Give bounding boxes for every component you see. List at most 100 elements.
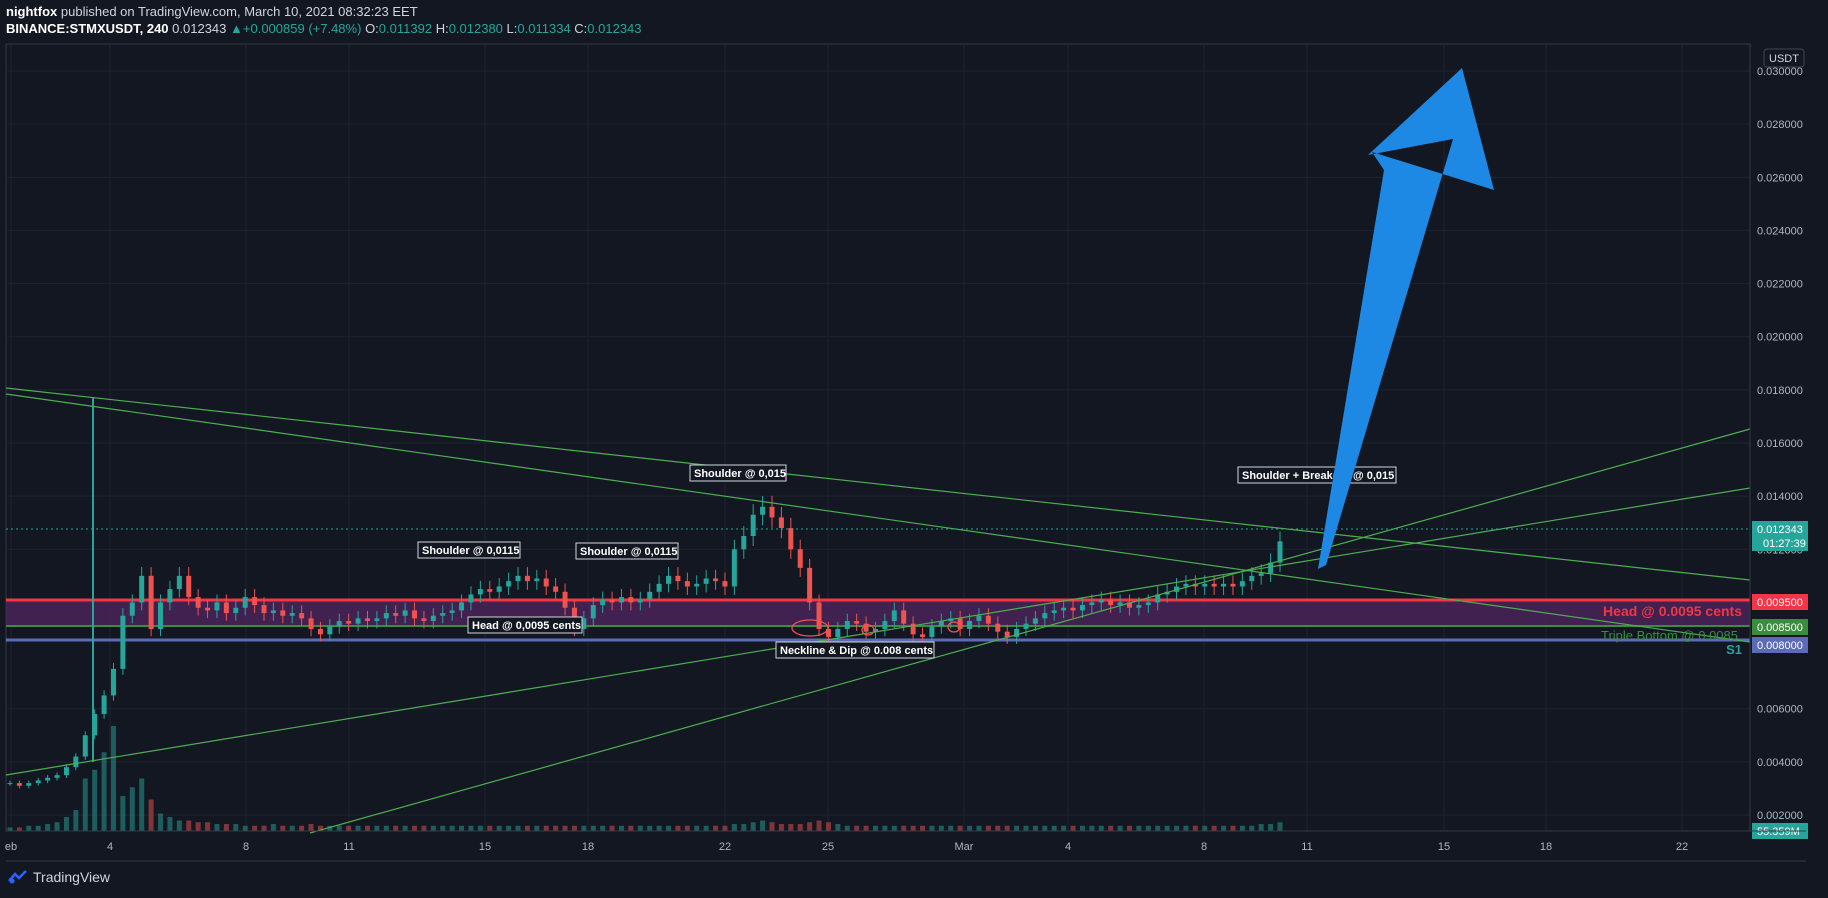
candle-body — [515, 575, 521, 582]
candle-body — [7, 783, 13, 785]
dip-circle — [947, 621, 961, 633]
candle-body — [609, 599, 615, 603]
volume-bar — [985, 825, 991, 831]
candle-body — [1070, 607, 1076, 611]
candle-body — [402, 610, 408, 616]
time-tick-label: 25 — [822, 841, 834, 853]
time-axis[interactable]: eb 4 8 11 15 18 22 25 Mar 4 8 11 15 18 22 — [5, 841, 1688, 853]
volume-bar — [957, 825, 963, 831]
volume-bar — [553, 825, 559, 831]
candle-body — [741, 536, 747, 550]
candle-body — [647, 591, 653, 600]
symbol-name[interactable]: BINANCE:STMXUSDT, 240 — [6, 21, 169, 36]
candle-body — [440, 613, 446, 616]
volume-bar — [844, 825, 850, 831]
candle-body — [788, 528, 794, 550]
volume-bar — [1258, 824, 1264, 831]
trendline-lower-1[interactable] — [5, 487, 1751, 776]
volume-bar — [440, 825, 446, 831]
volume-bar — [825, 822, 831, 831]
circle-markers — [791, 619, 961, 637]
candle-body — [581, 618, 587, 629]
candle-body — [543, 578, 549, 587]
volume-bar — [1014, 825, 1020, 831]
candle-body — [129, 602, 135, 616]
publish-info: nightfox published on TradingView.com, M… — [6, 4, 418, 20]
dip-circle — [861, 624, 875, 636]
volume-bar — [383, 825, 389, 831]
volume-bar — [233, 824, 239, 831]
volume-bar — [1183, 825, 1189, 831]
candle-body — [73, 756, 79, 768]
footer-brand[interactable]: TradingView — [8, 869, 110, 885]
candle-body — [1183, 583, 1189, 587]
trendline-upper-1[interactable] — [5, 387, 1751, 581]
price-tick-label: 0.022000 — [1757, 279, 1803, 291]
bullish-arrow[interactable] — [1318, 68, 1494, 569]
currency-badge[interactable]: USDT — [1763, 48, 1805, 68]
candle-body — [308, 618, 314, 629]
candle-body — [496, 586, 502, 592]
volume-bar — [920, 825, 926, 831]
change-up-icon: ▲ — [230, 21, 243, 36]
candle-body — [835, 629, 841, 637]
trendline-lower-2[interactable] — [309, 428, 1751, 834]
price-label-value: 0.012343 — [1757, 524, 1803, 536]
volume-bar — [684, 825, 690, 831]
candle-body — [289, 613, 295, 616]
price-axis-ticks: 0.030000 0.028000 0.026000 0.024000 0.022000… — [1757, 66, 1803, 822]
volume-bar — [1202, 825, 1208, 831]
price-label-bg — [1752, 619, 1808, 635]
price-axis[interactable] — [1750, 44, 1806, 831]
candle-body — [506, 581, 512, 587]
volume-bar — [760, 820, 766, 831]
time-tick-label: 11 — [1301, 841, 1312, 853]
trendline-upper-2[interactable] — [5, 393, 1751, 643]
candle-body — [1174, 586, 1180, 592]
candle-body — [600, 599, 606, 606]
candle-body — [101, 695, 107, 715]
annotation-box — [1237, 466, 1397, 484]
candle-body — [148, 575, 154, 629]
arrow-icon — [1318, 68, 1494, 569]
volume-bar — [364, 825, 370, 831]
candle-body — [139, 575, 145, 603]
candle-body — [205, 607, 211, 611]
candle-body — [299, 613, 305, 619]
volume-bar — [929, 825, 935, 831]
candles — [7, 398, 1283, 789]
volume-bar — [270, 824, 276, 831]
high-value: 0.012380 — [448, 21, 503, 36]
candle-body — [459, 602, 465, 611]
volume-bar — [524, 825, 530, 831]
volume-bar — [430, 825, 436, 831]
author-name[interactable]: nightfox — [6, 4, 58, 19]
volume-bar — [948, 825, 954, 831]
level-zones — [6, 598, 1750, 642]
price-label-countdown: 01:27:39 — [1763, 538, 1806, 550]
volume-bar — [1061, 825, 1067, 831]
volume-bar — [1051, 825, 1057, 831]
volume-bar — [901, 825, 907, 831]
time-tick-label: 15 — [1438, 841, 1450, 853]
annotation-label: Shoulder @ 0,0115 — [580, 546, 678, 558]
volume-bar — [317, 825, 323, 831]
candle-body — [957, 618, 963, 629]
candle-body — [1136, 605, 1142, 608]
annotation-box — [417, 541, 521, 559]
brand-name: TradingView — [33, 869, 111, 885]
volume-bar — [1098, 825, 1104, 831]
volume-bar — [289, 825, 295, 831]
annotation-label: Shoulder @ 0,015 — [694, 468, 786, 480]
volume-bar — [1089, 825, 1095, 831]
volume-bar — [252, 825, 258, 831]
candle-body — [910, 623, 916, 635]
time-tick-label: 8 — [243, 841, 249, 853]
volume-bar — [261, 825, 267, 831]
candle-body — [1089, 602, 1095, 606]
candle-body — [1004, 631, 1010, 637]
volume-bar — [788, 824, 794, 831]
open-value: 0.011392 — [378, 21, 433, 36]
volume-bar — [534, 825, 540, 831]
